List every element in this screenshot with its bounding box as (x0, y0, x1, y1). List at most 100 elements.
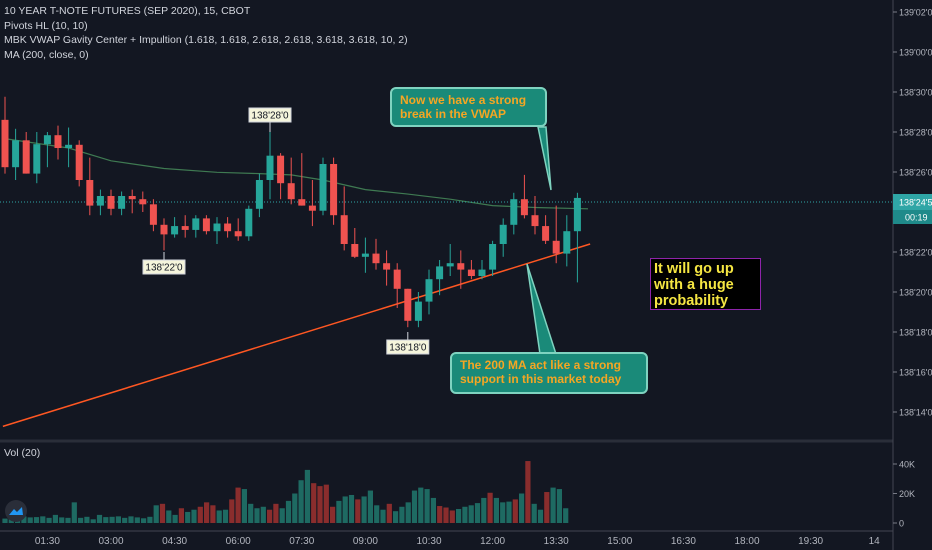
candle[interactable] (171, 217, 179, 238)
volume-bar[interactable] (430, 497, 436, 523)
volume-bar[interactable] (462, 506, 468, 523)
candle[interactable] (552, 205, 560, 264)
volume-bar[interactable] (84, 516, 90, 523)
volume-bar[interactable] (411, 490, 418, 523)
candle[interactable] (245, 205, 253, 241)
candle[interactable] (414, 292, 422, 328)
volume-bar[interactable] (103, 517, 109, 523)
volume-bar[interactable] (563, 508, 569, 523)
candle[interactable] (308, 180, 316, 227)
volume-bar[interactable] (437, 506, 443, 523)
volume-bar[interactable] (222, 509, 229, 523)
candle[interactable] (393, 263, 401, 308)
prediction-note[interactable]: It will go up with a huge probability (650, 258, 761, 310)
volume-bar[interactable] (185, 511, 191, 523)
pivots-indicator-label[interactable]: Pivots HL (10, 10) (4, 19, 88, 32)
volume-bar[interactable] (248, 503, 254, 523)
volume-bar[interactable] (191, 509, 197, 523)
volume-bar[interactable] (115, 516, 121, 523)
symbol-title[interactable]: 10 YEAR T-NOTE FUTURES (SEP 2020), 15, C… (4, 5, 251, 17)
volume-bar[interactable] (27, 517, 33, 523)
volume-bar[interactable] (424, 489, 430, 523)
volume-bar[interactable] (267, 509, 273, 523)
volume-bar[interactable] (405, 502, 411, 523)
candle[interactable] (383, 250, 391, 286)
volume-bar[interactable] (544, 492, 550, 523)
volume-bar[interactable] (386, 503, 392, 523)
volume-bar[interactable] (109, 516, 115, 523)
volume-bar[interactable] (292, 493, 298, 524)
candle[interactable] (499, 218, 507, 257)
candle[interactable] (128, 189, 136, 214)
volume-bar[interactable] (336, 500, 342, 523)
volume-bar[interactable] (159, 503, 166, 523)
volume-bar[interactable] (279, 508, 285, 523)
candle[interactable] (181, 215, 189, 238)
volume-bar[interactable] (468, 505, 474, 523)
candle[interactable] (1, 96, 9, 174)
volume-bar[interactable] (500, 502, 506, 523)
ma200-line[interactable] (2, 243, 591, 428)
candle[interactable] (287, 157, 295, 205)
volume-bar[interactable] (481, 497, 487, 523)
candle[interactable] (372, 238, 380, 270)
volume-bar[interactable] (254, 508, 260, 523)
volume-bar[interactable] (550, 487, 556, 523)
candle[interactable] (118, 191, 126, 216)
volume-bar[interactable] (96, 514, 103, 523)
volume-bar[interactable] (323, 484, 329, 523)
candle[interactable] (573, 192, 581, 283)
candle[interactable] (340, 186, 348, 251)
candle[interactable] (22, 132, 30, 174)
candle[interactable] (160, 218, 168, 251)
volume-bar[interactable] (90, 519, 96, 523)
volume-bar[interactable] (311, 483, 317, 523)
candle[interactable] (266, 128, 274, 200)
volume-bar[interactable] (361, 496, 367, 523)
vwap-break-callout[interactable]: Now we have a strong break in the VWAP (390, 87, 547, 127)
volume-legend[interactable]: Vol (20) (4, 447, 41, 459)
volume-bar[interactable] (418, 487, 424, 523)
volume-bar[interactable] (229, 499, 235, 523)
volume-bar[interactable] (260, 506, 266, 523)
volume-bar[interactable] (449, 510, 455, 523)
candle[interactable] (107, 189, 115, 216)
candle[interactable] (149, 199, 157, 232)
vwap-line[interactable] (2, 137, 589, 210)
candle[interactable] (86, 157, 94, 216)
vwap-indicator-label[interactable]: MBK VWAP Gavity Center + Impultion (1.61… (4, 34, 408, 46)
candle[interactable] (467, 260, 475, 280)
candle[interactable] (75, 140, 83, 187)
tradingview-logo[interactable] (5, 500, 27, 522)
current-price-badge[interactable] (893, 194, 932, 210)
volume-bar[interactable] (443, 507, 449, 523)
volume-bar[interactable] (393, 511, 399, 523)
candle[interactable] (425, 269, 433, 315)
volume-bar[interactable] (506, 501, 512, 523)
volume-bar[interactable] (141, 518, 147, 523)
candle[interactable] (457, 250, 465, 289)
pivot-label-box[interactable] (248, 107, 292, 123)
volume-bar[interactable] (40, 516, 46, 523)
candle[interactable] (478, 260, 486, 280)
pivot-label-box[interactable] (142, 259, 186, 275)
volume-bar[interactable] (134, 517, 140, 523)
volume-bar[interactable] (153, 505, 159, 523)
candle[interactable] (65, 127, 73, 168)
volume-bar[interactable] (348, 494, 355, 523)
candle[interactable] (330, 157, 338, 225)
candle[interactable] (520, 174, 528, 219)
pivot-label-box[interactable] (386, 339, 430, 355)
volume-bar[interactable] (298, 480, 304, 523)
volume-bar[interactable] (172, 514, 178, 523)
volume-bar[interactable] (519, 493, 525, 524)
volume-bar[interactable] (52, 514, 58, 523)
volume-bar[interactable] (2, 518, 8, 523)
volume-bar[interactable] (178, 508, 184, 523)
volume-bar[interactable] (273, 503, 279, 523)
volume-bar[interactable] (285, 500, 292, 523)
candle[interactable] (510, 192, 518, 235)
candle[interactable] (234, 218, 242, 241)
candle[interactable] (54, 125, 62, 160)
